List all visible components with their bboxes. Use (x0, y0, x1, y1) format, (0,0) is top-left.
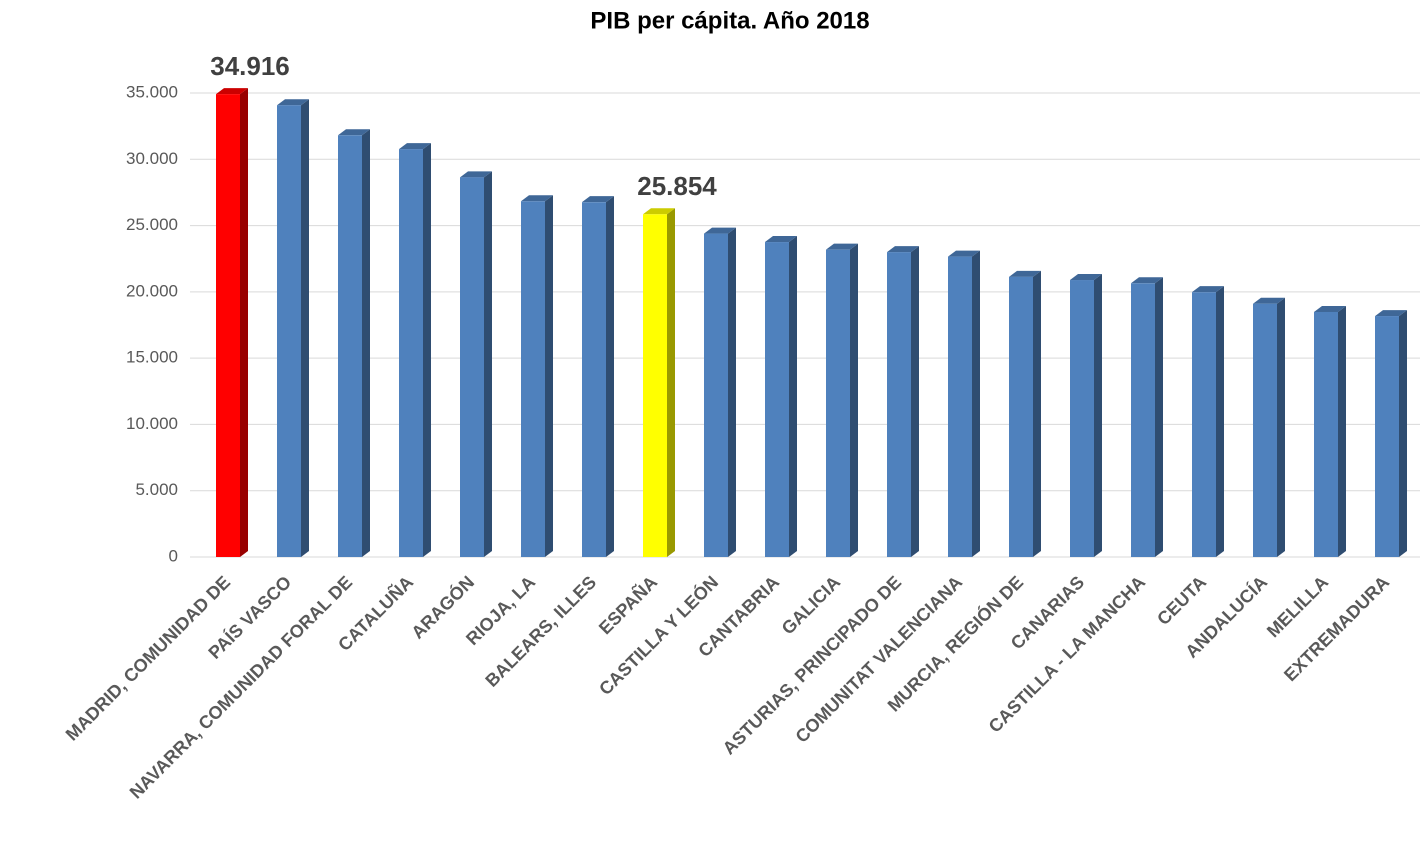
bar (1131, 283, 1155, 557)
bar-side (1094, 274, 1102, 557)
bar-top (887, 246, 919, 253)
bar (521, 201, 545, 557)
bar-top (1009, 270, 1041, 277)
bar-side (301, 99, 309, 557)
bar-top (826, 243, 858, 250)
bar (277, 105, 301, 557)
bar-side (789, 236, 797, 558)
bar-top (948, 250, 980, 257)
bar (338, 135, 362, 558)
bar-top (338, 129, 370, 136)
y-tick-label: 30.000 (126, 149, 178, 168)
bar (216, 94, 240, 558)
bar (1192, 292, 1216, 557)
bar-side (484, 171, 492, 557)
bar-top (1314, 305, 1346, 312)
y-tick-label: 35.000 (126, 82, 178, 101)
y-tick-label: 20.000 (126, 281, 178, 300)
bar-top (643, 208, 675, 215)
x-tick-label: EXTREMADURA (1280, 572, 1393, 685)
bar (765, 242, 789, 558)
bar (1314, 311, 1338, 557)
bar-top (1131, 277, 1163, 284)
bar-top (277, 99, 309, 106)
bar-side (606, 196, 614, 557)
bar-top (460, 171, 492, 178)
bar-side (667, 208, 675, 558)
bar (826, 249, 850, 557)
x-tick-label: CEUTA (1153, 572, 1210, 629)
bar-side (850, 243, 858, 557)
bar-side (1033, 270, 1041, 557)
bar-side (728, 227, 736, 557)
bar-top (399, 143, 431, 150)
bar-side (545, 195, 553, 557)
bar-side (911, 246, 919, 557)
data-label: 25.854 (637, 171, 717, 201)
bar-top (1192, 286, 1224, 293)
bar-top (765, 236, 797, 243)
bar (1253, 303, 1277, 557)
bar-top (582, 196, 614, 203)
chart-title: PIB per cápita. Año 2018 (590, 7, 869, 34)
y-tick-label: 15.000 (126, 348, 178, 367)
bar (1375, 316, 1399, 557)
bar-side (362, 129, 370, 558)
bar-top (704, 227, 736, 234)
y-tick-label: 0 (169, 546, 178, 565)
bar (948, 256, 972, 557)
bar-side (240, 88, 248, 558)
y-tick-label: 5.000 (135, 480, 178, 499)
x-tick-label: BALEARS, ILLES (481, 572, 600, 691)
bar-side (1399, 310, 1407, 557)
bar (704, 233, 728, 557)
bar-side (1155, 277, 1163, 557)
bar-top (1070, 274, 1102, 281)
bar (399, 149, 423, 557)
y-tick-label: 25.000 (126, 215, 178, 234)
bar (582, 202, 606, 557)
bar (1070, 280, 1094, 557)
y-tick-label: 10.000 (126, 414, 178, 433)
bar-top (521, 195, 553, 202)
bar-side (972, 250, 980, 558)
bar-side (1216, 286, 1224, 557)
bar-top (216, 88, 248, 95)
bar-side (423, 143, 431, 557)
bar-side (1338, 305, 1346, 557)
bar-side (1277, 297, 1285, 557)
bar (643, 214, 667, 558)
x-tick-label: NAVARRA, COMUNIDAD FORAL DE (126, 572, 357, 803)
bar (887, 252, 911, 557)
bar-top (1253, 297, 1285, 304)
bar (1009, 276, 1033, 557)
x-tick-label: CASTILLA Y LEÓN (594, 571, 722, 699)
bar (460, 177, 484, 557)
bar-top (1375, 310, 1407, 317)
data-label: 34.916 (210, 51, 290, 81)
